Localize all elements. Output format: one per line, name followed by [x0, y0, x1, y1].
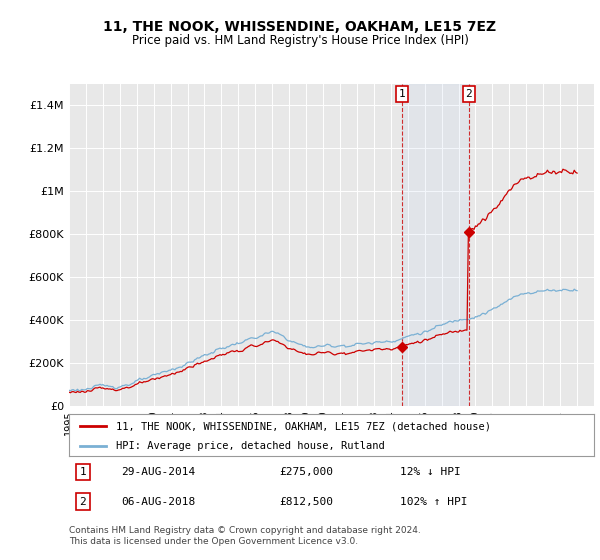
Text: 06-AUG-2018: 06-AUG-2018 — [121, 497, 196, 507]
Text: 1: 1 — [79, 467, 86, 477]
Text: 102% ↑ HPI: 102% ↑ HPI — [400, 497, 467, 507]
Text: Price paid vs. HM Land Registry's House Price Index (HPI): Price paid vs. HM Land Registry's House … — [131, 34, 469, 46]
Text: 1: 1 — [399, 89, 406, 99]
Text: HPI: Average price, detached house, Rutland: HPI: Average price, detached house, Rutl… — [116, 441, 385, 451]
Text: 11, THE NOOK, WHISSENDINE, OAKHAM, LE15 7EZ: 11, THE NOOK, WHISSENDINE, OAKHAM, LE15 … — [103, 20, 497, 34]
Bar — [402, 84, 469, 406]
Text: 2: 2 — [466, 89, 472, 99]
Text: 2: 2 — [79, 497, 86, 507]
Text: 11, THE NOOK, WHISSENDINE, OAKHAM, LE15 7EZ (detached house): 11, THE NOOK, WHISSENDINE, OAKHAM, LE15 … — [116, 421, 491, 431]
Text: Contains HM Land Registry data © Crown copyright and database right 2024.
This d: Contains HM Land Registry data © Crown c… — [69, 526, 421, 546]
Text: 29-AUG-2014: 29-AUG-2014 — [121, 467, 196, 477]
Text: 12% ↓ HPI: 12% ↓ HPI — [400, 467, 461, 477]
Text: £275,000: £275,000 — [279, 467, 333, 477]
Text: £812,500: £812,500 — [279, 497, 333, 507]
